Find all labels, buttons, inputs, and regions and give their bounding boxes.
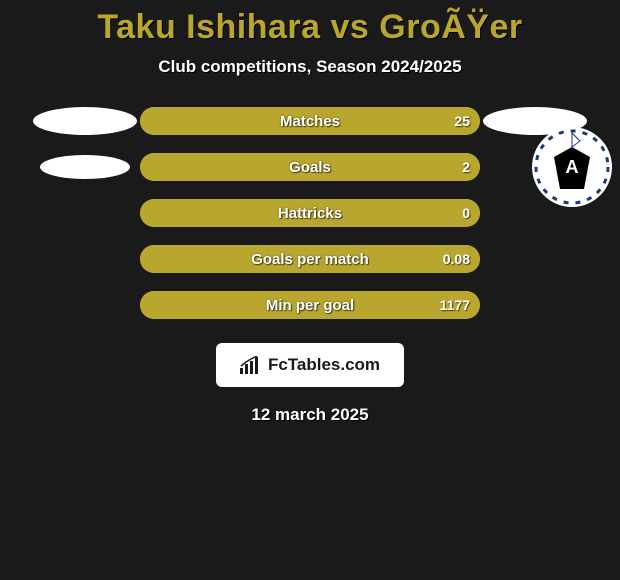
brand-logo: FcTables.com bbox=[216, 343, 404, 387]
stat-bar: Matches 25 bbox=[140, 107, 480, 135]
stats-list: Matches 25 Goals 2 A Hattricks 0 Goals per ma… bbox=[0, 107, 620, 319]
right-side bbox=[480, 199, 590, 227]
brand-text: FcTables.com bbox=[268, 355, 380, 375]
date-text: 12 march 2025 bbox=[0, 405, 620, 425]
placeholder-ellipse bbox=[33, 107, 137, 135]
chart-icon bbox=[240, 356, 262, 374]
stat-value-right: 1177 bbox=[440, 297, 470, 313]
left-side bbox=[30, 153, 140, 181]
stat-bar: Min per goal 1177 bbox=[140, 291, 480, 319]
left-side bbox=[30, 291, 140, 319]
stat-row: Hattricks 0 bbox=[0, 199, 620, 227]
left-side bbox=[30, 107, 140, 135]
stat-row: Goals 2 A bbox=[0, 153, 620, 181]
stat-label: Goals bbox=[289, 159, 331, 176]
stat-bar: Goals 2 bbox=[140, 153, 480, 181]
stat-label: Hattricks bbox=[278, 205, 342, 222]
stat-value-right: 0.08 bbox=[443, 251, 470, 267]
stat-label: Min per goal bbox=[266, 297, 354, 314]
subtitle: Club competitions, Season 2024/2025 bbox=[0, 57, 620, 77]
stat-bar: Hattricks 0 bbox=[140, 199, 480, 227]
stat-row: Matches 25 bbox=[0, 107, 620, 135]
badge-holder: A bbox=[532, 127, 612, 207]
stat-row: Goals per match 0.08 bbox=[0, 245, 620, 273]
stat-value-right: 0 bbox=[462, 205, 470, 221]
placeholder-ellipse bbox=[40, 155, 130, 179]
stat-label: Goals per match bbox=[251, 251, 369, 268]
stat-value-right: 2 bbox=[462, 159, 470, 175]
left-side bbox=[30, 245, 140, 273]
stat-row: Min per goal 1177 bbox=[0, 291, 620, 319]
stat-value-right: 25 bbox=[454, 113, 470, 129]
right-side bbox=[480, 245, 590, 273]
left-side bbox=[30, 199, 140, 227]
stat-label: Matches bbox=[280, 113, 340, 130]
club-badge: A bbox=[532, 127, 612, 207]
page-title: Taku Ishihara vs GroÃŸer bbox=[0, 8, 620, 47]
svg-text:A: A bbox=[566, 157, 579, 177]
stat-bar: Goals per match 0.08 bbox=[140, 245, 480, 273]
right-side bbox=[480, 291, 590, 319]
